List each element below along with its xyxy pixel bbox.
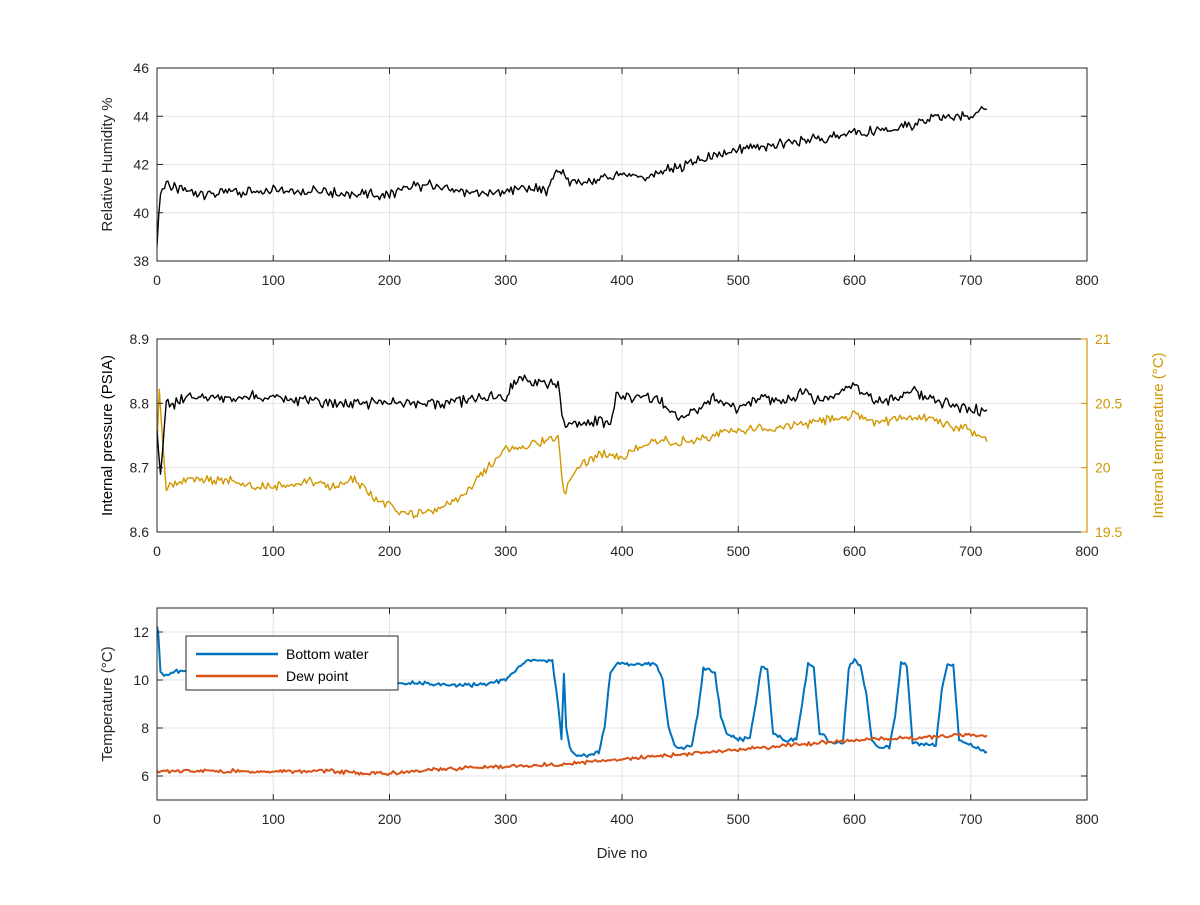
y2-tick-label: 19.5 [1095, 524, 1122, 540]
x-tick-label: 800 [1075, 272, 1099, 288]
y2-tick-label: 20 [1095, 460, 1111, 476]
y-tick-label: 40 [133, 205, 149, 221]
x-tick-label: 500 [727, 272, 751, 288]
x-tick-label: 800 [1075, 811, 1099, 827]
y-tick-label: 10 [133, 672, 149, 688]
y-tick-label: 8.6 [130, 524, 150, 540]
x-tick-label: 100 [262, 811, 286, 827]
x-tick-label: 700 [959, 811, 983, 827]
x-tick-label: 600 [843, 811, 867, 827]
y2-tick-label: 21 [1095, 331, 1111, 347]
legend-label: Bottom water [286, 646, 369, 662]
y-axis-label: Relative Humidity % [99, 97, 116, 231]
legend-box [185, 635, 399, 691]
x-tick-label: 700 [959, 272, 983, 288]
x-tick-label: 800 [1075, 543, 1099, 559]
x-tick-label: 200 [378, 272, 402, 288]
series-line-left [157, 374, 988, 475]
x-tick-label: 300 [494, 811, 518, 827]
x-tick-label: 400 [610, 811, 634, 827]
x-tick-label: 600 [843, 543, 867, 559]
y-tick-label: 42 [133, 157, 149, 173]
panel-2: 0 100 200 300 400 500 600 700 800 8.6 8.7 8.8 8.9 19.… [99, 331, 1167, 559]
y-tick-label: 12 [133, 624, 149, 640]
series-line-right [157, 388, 988, 519]
y-tick-label: 6 [141, 768, 149, 784]
series-line-main [157, 105, 988, 247]
panel-1: 0 100 200 300 400 500 600 700 800 38 40 42 44 46 Relat… [99, 60, 1099, 288]
y-axis-label: Temperature (°C) [99, 646, 116, 761]
y-tick-label: 8.9 [130, 331, 150, 347]
y-tick-label: 44 [133, 108, 149, 124]
y-tick-label: 46 [133, 60, 149, 76]
x-tick-label: 0 [153, 543, 161, 559]
x-tick-label: 200 [378, 543, 402, 559]
x-tick-label: 100 [262, 272, 286, 288]
x-tick-label: 700 [959, 543, 983, 559]
panel-3: 0 100 200 300 400 500 600 700 800 6 8 10 12 Temperatu… [99, 607, 1099, 862]
x-tick-label: 500 [727, 811, 751, 827]
x-tick-label: 200 [378, 811, 402, 827]
y-tick-label: 8.7 [130, 460, 150, 476]
y-tick-label: 8.8 [130, 395, 150, 411]
x-axis-label: Dive no [597, 845, 648, 862]
series-group [157, 105, 988, 247]
x-tick-label: 0 [153, 272, 161, 288]
x-tick-label: 300 [494, 272, 518, 288]
y-axis-label: Internal pressure (PSIA) [99, 355, 116, 516]
x-tick-label: 400 [610, 272, 634, 288]
legend-label: Dew point [286, 668, 348, 684]
x-tick-label: 100 [262, 543, 286, 559]
x-tick-label: 0 [153, 811, 161, 827]
y-tick-label: 8 [141, 720, 149, 736]
series-line-dew-point [157, 732, 988, 777]
y-tick-label: 38 [133, 253, 149, 269]
y2-tick-label: 20.5 [1095, 395, 1122, 411]
legend: Bottom water Dew point [185, 635, 399, 691]
x-tick-label: 500 [727, 543, 751, 559]
x-tick-label: 300 [494, 543, 518, 559]
x-tick-label: 600 [843, 272, 867, 288]
y2-axis-label: Internal temperature (°C) [1150, 352, 1167, 518]
series-group [157, 374, 988, 519]
x-tick-label: 400 [610, 543, 634, 559]
